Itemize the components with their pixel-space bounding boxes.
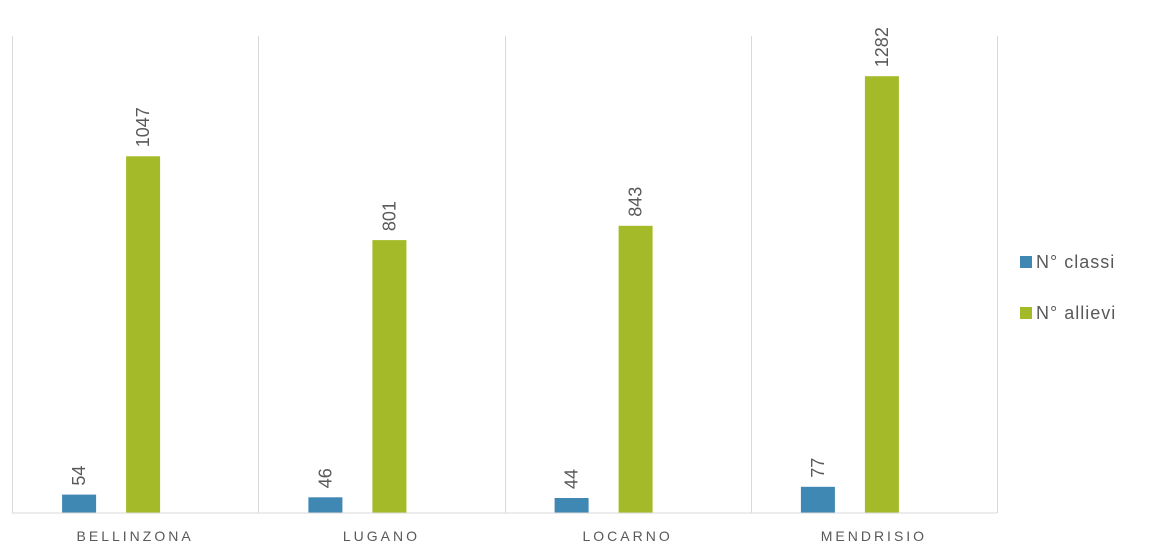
x-tick-label-lugano: LUGANO — [343, 528, 420, 544]
data-label-classi-mendrisio: 77 — [808, 458, 828, 478]
bar-classi-mendrisio — [800, 486, 835, 513]
data-label-classi-lugano: 46 — [315, 468, 335, 488]
legend-label-allievi: N° allievi — [1036, 302, 1117, 323]
bar-allievi-lugano — [372, 240, 407, 513]
legend-item-classi: N° classi — [1020, 250, 1116, 274]
legend: N° classi N° allievi — [1020, 250, 1116, 352]
bar-allievi-mendrisio — [864, 76, 899, 513]
x-tick-label-bellinzona: BELLINZONA — [77, 528, 194, 544]
bar-classi-lugano — [308, 497, 343, 513]
bar-allievi-bellinzona — [126, 156, 161, 514]
legend-swatch-classi — [1020, 256, 1032, 268]
x-tick-label-locarno: LOCARNO — [582, 528, 672, 544]
x-tick-label-mendrisio: MENDRISIO — [821, 528, 927, 544]
legend-item-allievi: N° allievi — [1020, 301, 1116, 325]
data-label-allievi-lugano: 801 — [379, 201, 399, 231]
data-label-classi-bellinzona: 54 — [69, 466, 89, 486]
bar-allievi-locarno — [618, 225, 653, 514]
legend-swatch-allievi — [1020, 307, 1032, 319]
bar-classi-bellinzona — [62, 494, 97, 513]
legend-label-classi: N° classi — [1036, 251, 1116, 272]
data-label-allievi-locarno: 843 — [626, 187, 646, 217]
data-label-allievi-mendrisio: 1282 — [872, 27, 892, 67]
data-label-classi-locarno: 44 — [562, 469, 582, 489]
bar-classi-locarno — [554, 498, 589, 513]
data-label-allievi-bellinzona: 1047 — [133, 107, 153, 147]
